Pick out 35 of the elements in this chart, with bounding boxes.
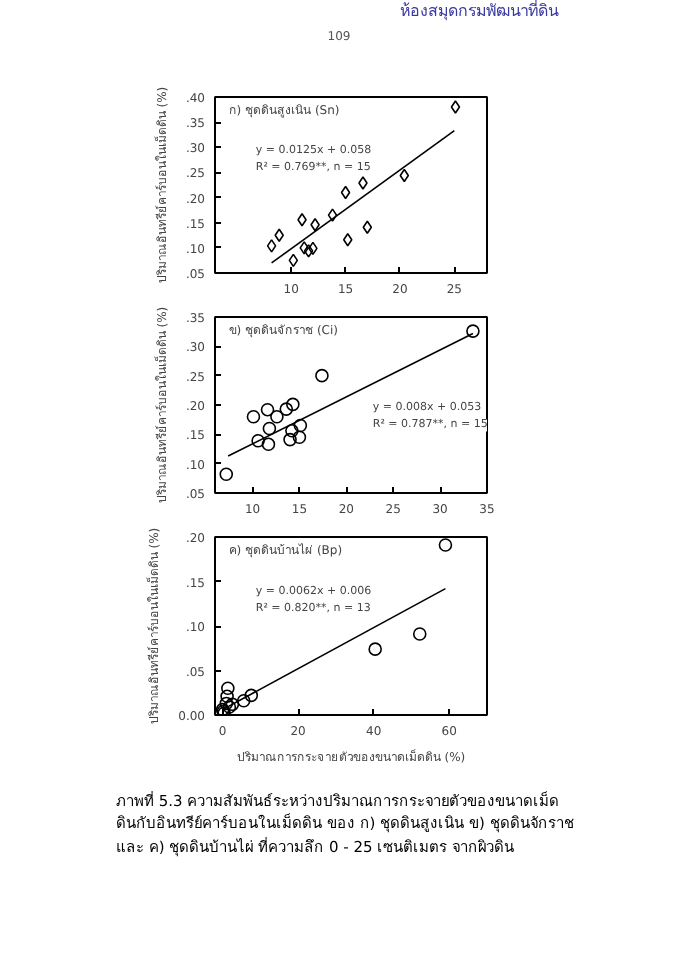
point <box>292 430 307 445</box>
point <box>262 421 277 436</box>
point <box>219 696 234 711</box>
point <box>412 627 427 641</box>
point <box>246 409 261 424</box>
point <box>438 538 453 552</box>
point <box>220 689 234 704</box>
point <box>283 432 297 447</box>
text: ห้องสมุดกรมพัฒนาที่ดิน <box>398 0 561 23</box>
point <box>358 176 368 190</box>
point <box>315 368 329 383</box>
point <box>266 239 277 253</box>
point <box>219 467 234 482</box>
point <box>362 220 373 235</box>
point <box>285 424 299 438</box>
point <box>288 253 299 268</box>
point <box>303 244 314 258</box>
point <box>236 693 251 708</box>
point <box>466 324 480 338</box>
point <box>279 402 294 416</box>
point <box>260 402 275 417</box>
point <box>286 397 300 412</box>
point <box>340 185 351 200</box>
point <box>261 437 276 452</box>
point <box>270 409 284 424</box>
point <box>221 681 235 696</box>
point <box>327 208 338 222</box>
point <box>399 168 410 183</box>
point <box>368 642 382 656</box>
point <box>293 418 308 433</box>
point <box>342 233 353 247</box>
point <box>299 241 310 255</box>
point <box>450 100 461 114</box>
point <box>251 434 265 448</box>
point <box>244 688 259 703</box>
